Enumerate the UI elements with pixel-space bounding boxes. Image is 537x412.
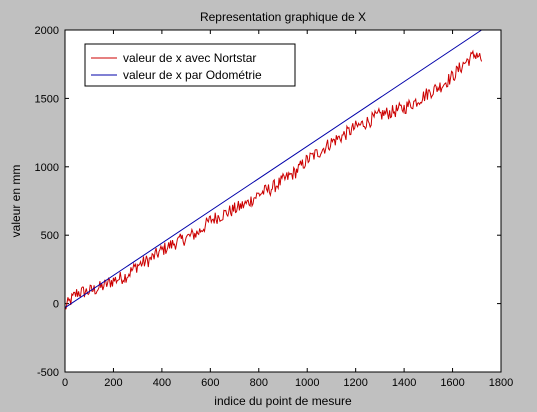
y-tick-label: 2000 <box>35 25 59 37</box>
x-tick-label: 1600 <box>440 377 464 389</box>
plot-border <box>64 29 502 373</box>
y-tick-label: 0 <box>53 299 59 311</box>
x-tick-label: 200 <box>104 377 122 389</box>
series-layer <box>64 29 483 310</box>
y-tick-label: 1500 <box>35 93 59 105</box>
x-tick-label: 1000 <box>295 377 319 389</box>
y-tick-label: 500 <box>41 230 59 242</box>
legend: valeur de x avec Nortstar valeur de x par… <box>84 43 296 87</box>
chart-title: Representation graphique de X <box>200 10 366 24</box>
legend-box <box>84 43 296 87</box>
x-tick-label: 1800 <box>489 377 513 389</box>
plot-area <box>65 30 501 372</box>
y-tick-label: -500 <box>37 367 59 379</box>
y-axis-label: valeur en mm <box>9 165 23 238</box>
x-tick-label: 800 <box>250 377 268 389</box>
series-line-odometrie <box>64 29 482 309</box>
x-axis-ticks: 0 200 400 600 800 1000 1200 1400 1600 1800 <box>62 30 513 389</box>
series-line-nortstar <box>64 49 483 310</box>
legend-label: valeur de x par Odométrie <box>123 68 262 82</box>
y-tick-label: 1000 <box>35 162 59 174</box>
legend-label: valeur de x avec Nortstar <box>123 51 256 65</box>
x-tick-label: 0 <box>62 377 68 389</box>
x-tick-label: 400 <box>153 377 171 389</box>
x-axis-label: indice du point de mesure <box>214 394 352 408</box>
x-tick-label: 1400 <box>392 377 416 389</box>
x-tick-label: 1200 <box>343 377 367 389</box>
x-tick-label: 600 <box>201 377 219 389</box>
